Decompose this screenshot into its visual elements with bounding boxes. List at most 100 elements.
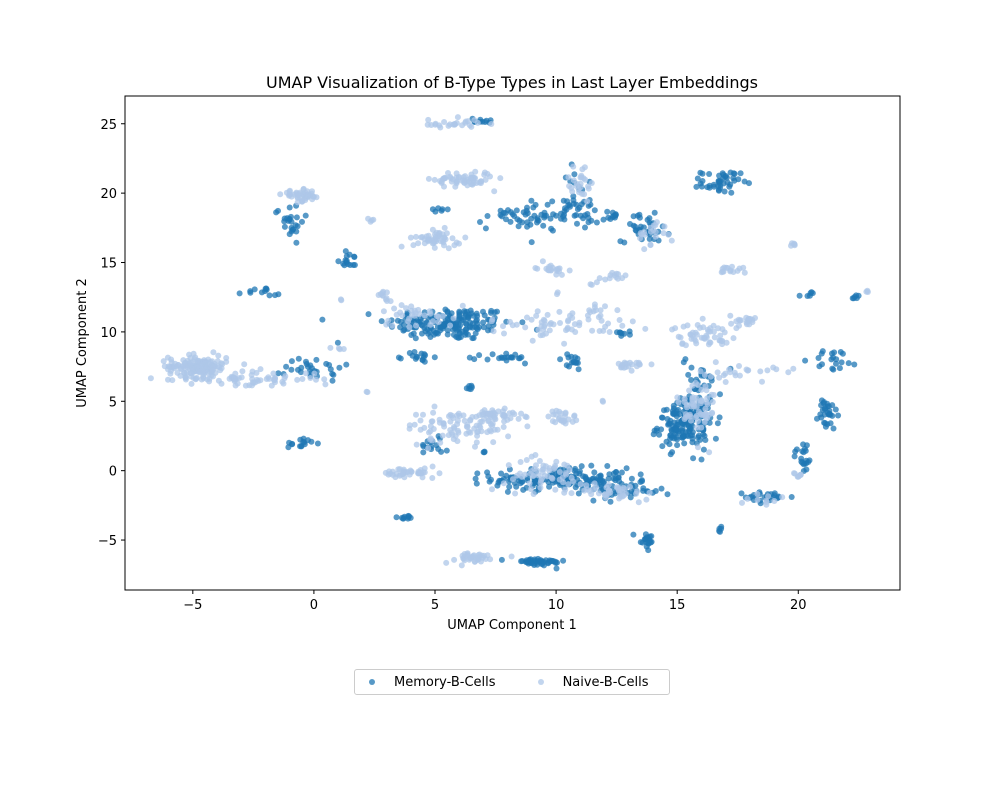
data-point <box>577 481 584 488</box>
data-point <box>581 191 588 198</box>
data-point <box>509 354 516 361</box>
data-point <box>740 264 747 271</box>
data-point <box>628 361 635 368</box>
data-point <box>518 410 525 417</box>
x-tick-label: −5 <box>183 598 202 613</box>
data-point <box>612 212 619 218</box>
data-point <box>562 410 569 417</box>
data-point <box>681 395 688 402</box>
data-point <box>572 484 579 491</box>
data-point <box>709 399 716 405</box>
data-point <box>501 330 507 337</box>
data-point <box>709 409 716 416</box>
data-point <box>337 296 344 303</box>
data-point <box>508 553 515 560</box>
data-point <box>548 474 555 481</box>
data-point <box>507 218 514 225</box>
data-point <box>565 174 572 181</box>
data-point <box>741 178 748 185</box>
data-point <box>695 444 701 451</box>
data-point <box>395 466 402 473</box>
data-point <box>399 470 406 477</box>
data-point <box>815 355 822 361</box>
data-point <box>497 207 504 214</box>
data-point <box>577 180 584 187</box>
data-point <box>438 207 445 214</box>
data-point <box>650 431 657 438</box>
data-point <box>510 476 516 483</box>
data-point <box>574 220 580 227</box>
data-point <box>477 424 484 431</box>
data-point <box>664 491 671 498</box>
data-point <box>637 471 644 478</box>
data-point <box>500 323 506 330</box>
data-point <box>528 215 535 222</box>
data-point <box>788 494 795 500</box>
data-point <box>562 205 568 212</box>
data-point <box>437 439 444 446</box>
data-point <box>606 329 613 335</box>
data-point <box>413 322 419 329</box>
data-point <box>288 366 295 373</box>
data-point <box>659 414 666 421</box>
data-point <box>549 558 556 565</box>
data-point <box>651 209 658 216</box>
data-point <box>351 254 358 260</box>
data-point <box>688 417 694 424</box>
data-point <box>481 407 488 414</box>
data-point <box>584 198 591 205</box>
data-point <box>703 412 710 419</box>
plot-area <box>124 95 901 591</box>
data-point <box>570 163 577 170</box>
data-point <box>722 379 729 385</box>
data-point <box>674 442 681 449</box>
data-point <box>247 289 254 296</box>
data-point <box>534 308 541 315</box>
data-point <box>432 238 439 245</box>
data-point <box>539 258 546 265</box>
data-point <box>491 309 498 316</box>
data-point <box>686 427 692 434</box>
data-point <box>667 432 674 439</box>
data-point <box>425 116 432 123</box>
data-point <box>853 295 860 302</box>
data-point <box>500 411 507 418</box>
data-point <box>515 223 522 230</box>
data-point <box>513 207 520 214</box>
data-point <box>496 477 503 484</box>
series-naive-b-cells <box>147 114 871 569</box>
data-point <box>652 233 659 240</box>
data-point <box>206 375 213 382</box>
data-point <box>489 351 496 358</box>
data-point <box>190 350 197 357</box>
data-point <box>644 216 651 223</box>
data-point <box>573 212 580 218</box>
data-point <box>736 372 743 379</box>
data-point <box>453 239 460 246</box>
data-point <box>528 197 535 204</box>
data-point <box>619 493 626 500</box>
data-point <box>415 306 422 313</box>
data-point <box>522 471 528 478</box>
data-point <box>719 338 726 344</box>
data-point <box>642 531 649 538</box>
data-point <box>406 315 413 322</box>
data-point <box>257 366 264 373</box>
data-point <box>524 223 531 230</box>
data-point <box>242 382 249 389</box>
data-point <box>764 367 771 374</box>
data-point <box>802 357 809 364</box>
data-point <box>663 406 670 413</box>
data-point <box>421 312 428 319</box>
data-point <box>565 354 572 361</box>
data-point <box>674 394 681 401</box>
data-point <box>458 562 465 569</box>
data-point <box>313 356 320 363</box>
data-point <box>188 373 195 380</box>
data-point <box>467 319 474 326</box>
data-point <box>474 432 481 439</box>
data-point <box>586 307 593 314</box>
data-point <box>454 417 461 424</box>
y-axis-label: UMAP Component 2 <box>75 278 90 407</box>
data-point <box>718 525 725 532</box>
